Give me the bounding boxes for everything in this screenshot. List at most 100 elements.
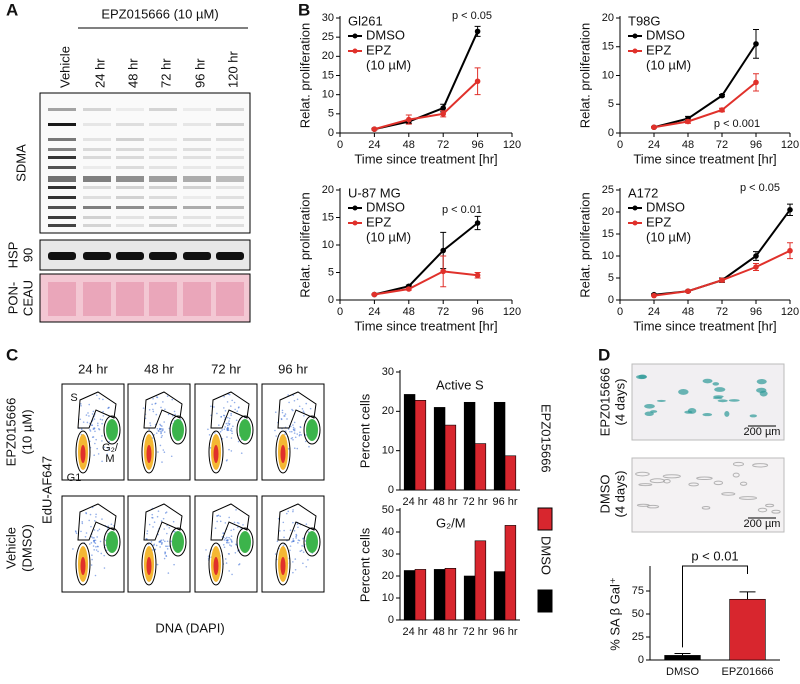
flow-dot <box>230 539 233 541</box>
blot-band <box>83 196 111 199</box>
flow-dot <box>166 548 169 550</box>
x-tick-label: DMSO <box>666 666 699 678</box>
flow-dot <box>236 526 239 528</box>
flow-dot <box>231 432 233 435</box>
x-tick-label: EPZ01666 <box>722 666 774 678</box>
flow-gate <box>275 430 291 474</box>
blot-band <box>83 148 111 151</box>
flow-dot <box>159 423 161 426</box>
flow-dot <box>152 410 155 413</box>
flow-dot <box>173 410 176 413</box>
cell <box>728 399 740 402</box>
flow-dot <box>80 428 83 431</box>
flow-dot <box>166 395 169 397</box>
blot-row-label: 90 <box>20 248 35 262</box>
cell <box>635 471 650 477</box>
flow-dot <box>225 539 228 542</box>
y-tick-label: 5 <box>608 272 614 284</box>
blot-band <box>83 166 111 169</box>
blot-band <box>216 123 244 126</box>
flow-dot <box>281 409 284 412</box>
cell <box>644 403 655 409</box>
flow-density <box>213 445 219 463</box>
flow-dot <box>149 424 152 427</box>
data-point <box>474 28 481 35</box>
flow-dot <box>226 416 229 419</box>
flow-gate <box>277 503 317 541</box>
flow-dot <box>102 410 104 413</box>
flow-dot <box>223 539 226 541</box>
legend-swatch <box>632 48 638 54</box>
y-tick-label: 0 <box>328 127 334 139</box>
error-bar <box>739 591 756 600</box>
x-tick-label: 48 <box>403 139 415 151</box>
cell <box>756 378 767 385</box>
flow-dot <box>90 536 93 538</box>
flow-dot <box>276 540 279 543</box>
flow-gate <box>141 430 157 474</box>
x-tick-label: 48 <box>682 306 694 318</box>
flow-density <box>106 419 118 441</box>
blot-band <box>216 138 244 141</box>
blot-band <box>183 156 211 159</box>
flow-dot <box>85 512 87 514</box>
flow-dot <box>91 554 93 556</box>
flow-dot <box>102 415 105 417</box>
flow-dot <box>94 574 97 577</box>
blot-band <box>83 216 111 219</box>
blot-band <box>48 108 76 111</box>
x-tick-label: 48 hr <box>432 496 457 508</box>
flow-dot <box>81 521 84 523</box>
y-tick-label: 30 <box>382 548 394 560</box>
blot-band <box>149 123 177 126</box>
data-point <box>719 107 725 113</box>
flow-dot <box>85 414 88 416</box>
flow-gate <box>277 391 317 429</box>
flow-dot <box>93 549 95 551</box>
cell <box>684 410 693 414</box>
flow-dot <box>160 540 162 542</box>
flow-dot <box>90 525 92 528</box>
flow-dot <box>297 526 299 529</box>
flow-dot <box>103 446 106 448</box>
panel-label: B <box>298 0 310 19</box>
blot-band <box>149 156 177 159</box>
flow-dot <box>225 459 228 462</box>
flow-dot <box>288 401 290 404</box>
flow-dot <box>305 434 307 436</box>
blot-band <box>116 224 144 227</box>
x-tick-label: 72 <box>437 306 449 318</box>
blot-band <box>48 216 76 219</box>
data-point <box>406 116 412 123</box>
flow-dot <box>152 526 154 528</box>
blot-row-label: PON- <box>5 282 20 315</box>
flow-dot <box>93 540 96 542</box>
flow-dot <box>296 447 299 450</box>
flow-dot <box>81 522 84 525</box>
data-point <box>406 286 412 292</box>
flow-dot <box>292 409 294 412</box>
bar <box>433 569 446 621</box>
flow-gate <box>103 415 121 445</box>
flow-dot <box>296 433 299 435</box>
flow-dot <box>89 428 91 431</box>
flow-dot <box>88 543 91 545</box>
flow-dot <box>160 520 163 522</box>
cell <box>662 474 681 479</box>
data-point <box>440 268 447 275</box>
flow-dot <box>163 557 166 560</box>
flow-dot <box>151 516 153 519</box>
annotation: p < 0.05 <box>452 10 492 22</box>
flow-dot <box>161 434 163 437</box>
y-axis-label: Relat. proliferation <box>577 23 592 129</box>
flow-column-label: 96 hr <box>278 361 308 376</box>
flow-dot <box>171 398 174 401</box>
micro-row-label: (4 days) <box>612 379 627 426</box>
blot-band <box>216 282 244 316</box>
series-line <box>374 270 478 296</box>
cell <box>663 478 671 484</box>
flow-dot <box>93 454 95 456</box>
flow-gate <box>210 391 250 429</box>
flow-dot <box>100 552 103 555</box>
flow-dot <box>283 536 285 539</box>
